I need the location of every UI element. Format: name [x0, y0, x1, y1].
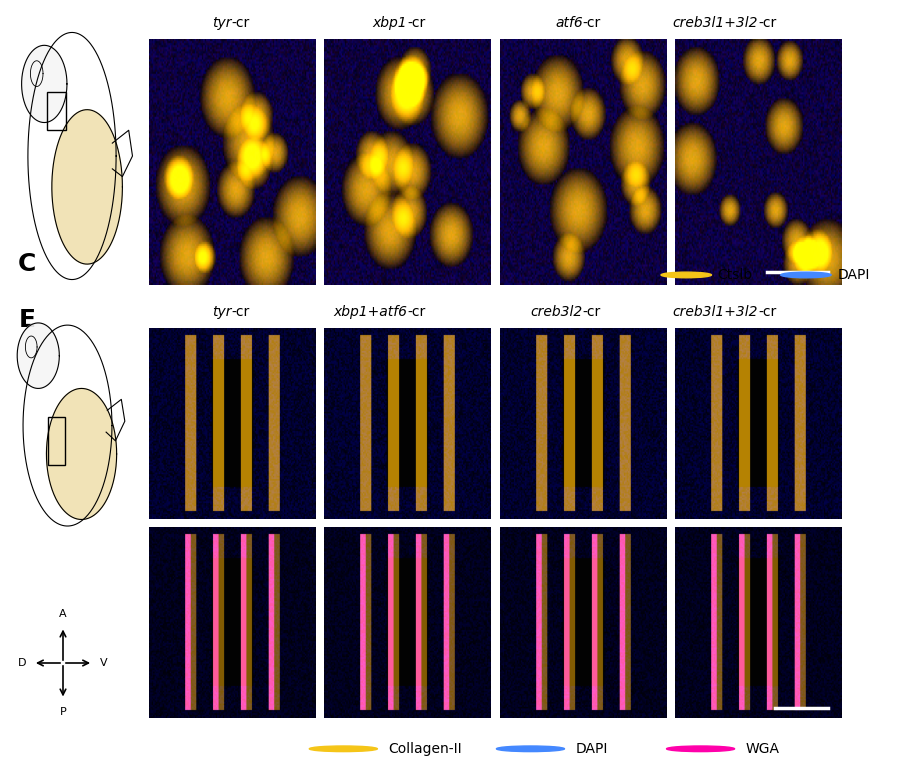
Bar [47, 91, 66, 130]
Text: C: C [18, 252, 36, 275]
Polygon shape [17, 323, 59, 388]
Text: DAPI: DAPI [838, 268, 869, 282]
Text: D: D [18, 658, 27, 668]
Text: DAPI: DAPI [576, 742, 608, 756]
Polygon shape [22, 45, 67, 122]
Text: creb3l1+3l2: creb3l1+3l2 [673, 16, 758, 30]
Text: -cr: -cr [407, 306, 426, 320]
Text: Collagen-II: Collagen-II [389, 742, 463, 756]
Circle shape [310, 746, 377, 752]
Text: V: V [100, 658, 107, 668]
Text: P: P [59, 707, 67, 717]
Polygon shape [52, 110, 122, 264]
Text: -cr: -cr [407, 16, 426, 30]
Text: Ctslb: Ctslb [718, 268, 753, 282]
Text: tyr: tyr [212, 16, 232, 30]
Bar [48, 417, 65, 465]
Text: -cr: -cr [232, 306, 250, 320]
Text: -cr: -cr [758, 16, 777, 30]
Text: creb3l2: creb3l2 [530, 306, 583, 320]
Text: E: E [19, 308, 35, 332]
Circle shape [661, 272, 712, 278]
Text: WGA: WGA [746, 742, 780, 756]
Polygon shape [47, 388, 117, 519]
Text: tyr: tyr [212, 306, 232, 320]
Text: -cr: -cr [232, 16, 250, 30]
Circle shape [781, 272, 832, 278]
Circle shape [667, 746, 734, 752]
Text: xbp1: xbp1 [373, 16, 407, 30]
Text: -cr: -cr [583, 16, 601, 30]
Text: -cr: -cr [583, 306, 601, 320]
Text: A: A [59, 609, 67, 619]
Text: creb3l1+3l2: creb3l1+3l2 [673, 306, 758, 320]
Text: -cr: -cr [758, 306, 777, 320]
Text: atf6: atf6 [555, 16, 583, 30]
Circle shape [497, 746, 564, 752]
Text: xbp1+atf6: xbp1+atf6 [333, 306, 407, 320]
